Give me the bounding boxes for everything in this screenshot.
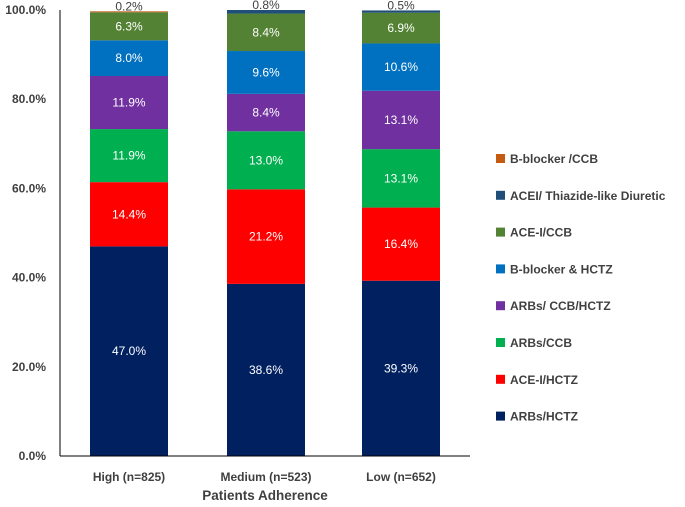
data-label: 16.4% — [384, 237, 418, 251]
legend-swatch — [496, 264, 505, 274]
data-label: 0.5% — [387, 0, 415, 12]
data-label: 21.2% — [249, 230, 283, 244]
y-tick-label: 100.0% — [5, 3, 46, 17]
bar-segment — [227, 131, 305, 190]
bar-segment — [362, 43, 440, 91]
bar-segment — [90, 11, 168, 13]
x-tick-label: Low (n=652) — [366, 470, 436, 484]
data-label: 13.1% — [384, 113, 418, 127]
legend-label: ACE-I/CCB — [510, 226, 572, 240]
x-tick-label: High (n=825) — [93, 470, 165, 484]
bar-segment — [227, 13, 305, 52]
y-tick-label: 0.0% — [19, 449, 47, 463]
data-label: 6.9% — [387, 21, 415, 35]
data-label: 10.6% — [384, 60, 418, 74]
y-tick-label: 20.0% — [12, 360, 46, 374]
legend-swatch — [496, 411, 505, 421]
data-label: 13.0% — [249, 153, 283, 167]
legend-swatch — [496, 338, 505, 347]
legend-label: B-blocker & HCTZ — [510, 262, 613, 276]
legend-swatch — [496, 227, 505, 237]
legend-label: ARBs/CCB — [510, 336, 572, 350]
bar-segment — [227, 189, 305, 284]
legend: B-blocker /CCB ACEI/ Thiazide-like Diuret… — [496, 152, 666, 424]
bar-segment — [90, 246, 168, 456]
bar-segment — [362, 10, 440, 13]
legend-swatch — [496, 190, 505, 200]
data-label: 11.9% — [112, 96, 145, 110]
legend-swatch — [496, 154, 505, 163]
x-axis-title: Patients Adherence — [202, 488, 328, 503]
data-label: 8.0% — [115, 51, 143, 65]
data-label: 0.8% — [252, 0, 280, 12]
bar-segment — [227, 283, 305, 456]
bar-segment — [362, 207, 440, 281]
y-axis: 0.0% 20.0% 40.0% 60.0% 80.0% 100.0% — [5, 3, 61, 463]
legend-swatch — [496, 301, 505, 311]
data-label: 9.6% — [252, 65, 280, 79]
data-label: 11.9% — [112, 149, 145, 163]
legend-label: ARBs/ CCB/HCTZ — [510, 299, 611, 313]
bars: 47.0% 14.4% 11.9% 11.9% 8.0% 6.3% 0.2% 38.6% 21.… — [90, 0, 440, 456]
data-label: 38.6% — [249, 363, 283, 377]
data-label: 47.0% — [112, 344, 146, 358]
x-axis: High (n=825) Medium (n=523) Low (n=652) — [60, 455, 470, 484]
legend-label: ARBs/HCTZ — [510, 410, 578, 424]
bar-segment — [90, 129, 168, 183]
legend-swatch — [496, 374, 505, 384]
data-label: 14.4% — [112, 207, 146, 221]
bar-segment — [362, 90, 440, 150]
bar-segment — [90, 182, 168, 247]
legend-label: B-blocker /CCB — [510, 152, 598, 166]
bar-segment — [227, 51, 305, 94]
x-tick-label: Medium (n=523) — [220, 470, 311, 484]
bar-segment — [227, 93, 305, 132]
bar-segment — [362, 280, 440, 456]
data-label: 8.4% — [252, 25, 280, 39]
legend-label: ACE-I/HCTZ — [510, 373, 578, 387]
data-label: 8.4% — [252, 106, 280, 120]
data-label: 13.1% — [384, 171, 418, 185]
bar-segment — [90, 76, 168, 130]
data-label: 0.2% — [115, 0, 143, 13]
legend-label: ACEI/ Thiazide-like Diuretic — [510, 189, 666, 203]
y-tick-label: 60.0% — [12, 181, 46, 195]
bar-segment — [90, 40, 168, 77]
y-tick-label: 40.0% — [12, 271, 46, 285]
y-tick-label: 80.0% — [12, 92, 46, 106]
bar-segment — [227, 10, 305, 14]
data-label: 6.3% — [115, 19, 143, 33]
data-label: 39.3% — [384, 361, 418, 375]
bar-segment — [362, 12, 440, 44]
bar-segment — [362, 149, 440, 208]
bar-segment — [90, 12, 168, 41]
